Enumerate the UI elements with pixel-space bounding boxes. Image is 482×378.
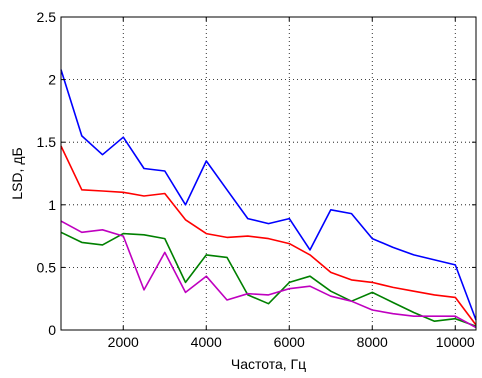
x-tick-label: 8000: [357, 334, 388, 350]
y-tick-label: 2: [48, 72, 56, 88]
x-tick-label: 2000: [108, 334, 139, 350]
ticks: [61, 16, 476, 331]
x-tick-label: 6000: [274, 334, 305, 350]
y-tick-label: 2.5: [37, 9, 57, 25]
x-tick-label: 4000: [191, 334, 222, 350]
series-line-1: [60, 69, 477, 321]
y-tick-label: 1.5: [37, 134, 57, 150]
grid: [61, 17, 476, 330]
y-tick-labels: 0 0.5 1 1.5 2 2.5: [37, 9, 57, 338]
plot-frame: [60, 16, 477, 331]
y-tick-label: 0: [48, 322, 56, 338]
series-lines: [60, 69, 477, 329]
y-tick-label: 0.5: [37, 259, 57, 275]
x-axis-label: Частота, Гц: [231, 356, 306, 372]
y-axis-label: LSD, дБ: [9, 147, 25, 199]
series-line-3: [60, 231, 477, 327]
x-tick-labels: 2000 4000 6000 8000 10000: [108, 334, 475, 350]
y-tick-label: 1: [48, 197, 56, 213]
x-tick-label: 10000: [436, 334, 475, 350]
series-line-4: [60, 220, 477, 329]
series-line-2: [60, 145, 477, 326]
plot-area: [61, 17, 476, 330]
